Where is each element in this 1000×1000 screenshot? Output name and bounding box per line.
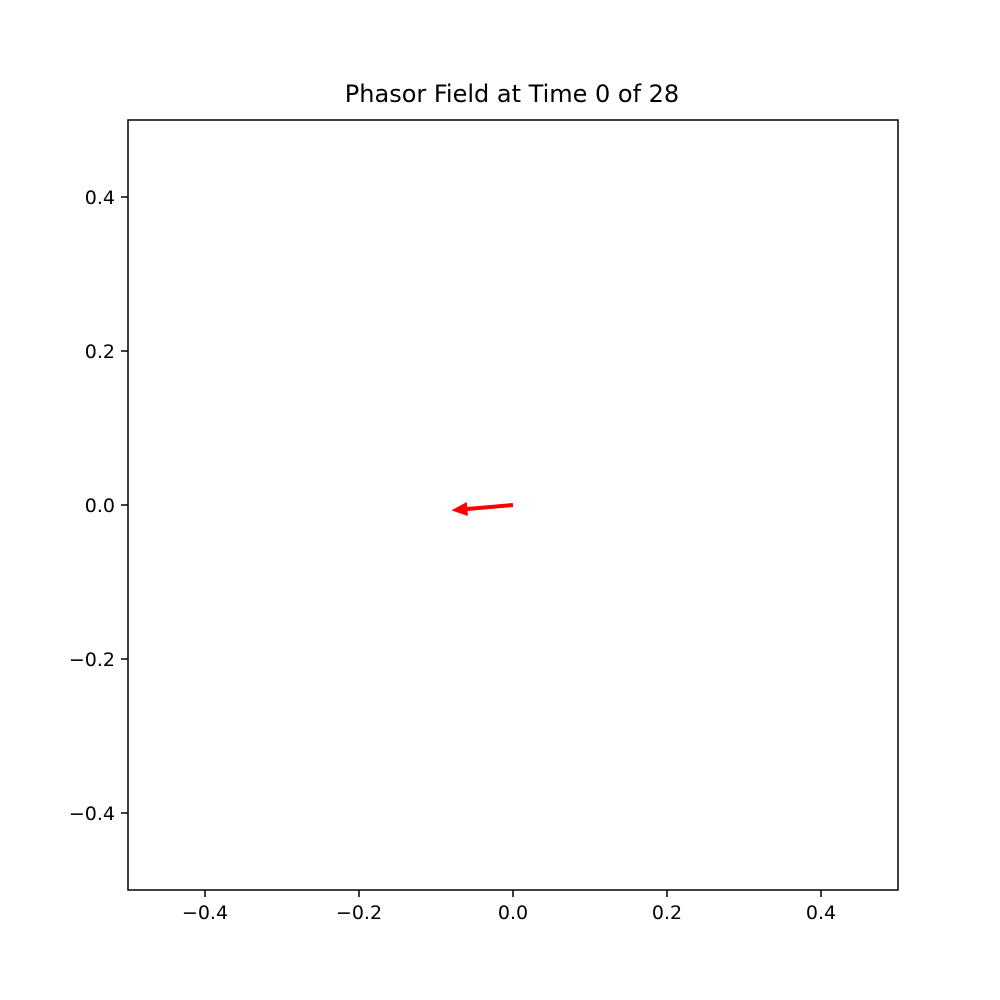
x-tick-label: 0.2	[652, 902, 682, 924]
y-tick-label: −0.4	[69, 803, 115, 825]
plot-frame	[127, 119, 899, 891]
y-tick-label: 0.4	[85, 187, 115, 209]
y-tick-label: 0.2	[85, 341, 115, 363]
phasor-arrow	[451, 502, 514, 516]
x-tick-label: 0.4	[806, 902, 836, 924]
x-tick-label: 0.0	[498, 902, 528, 924]
y-tick-label: −0.2	[69, 649, 115, 671]
x-tick-label: −0.4	[182, 902, 228, 924]
y-tick-label: 0.0	[85, 495, 115, 517]
chart-title: Phasor Field at Time 0 of 28	[345, 80, 679, 108]
x-tick-label: −0.2	[336, 902, 382, 924]
